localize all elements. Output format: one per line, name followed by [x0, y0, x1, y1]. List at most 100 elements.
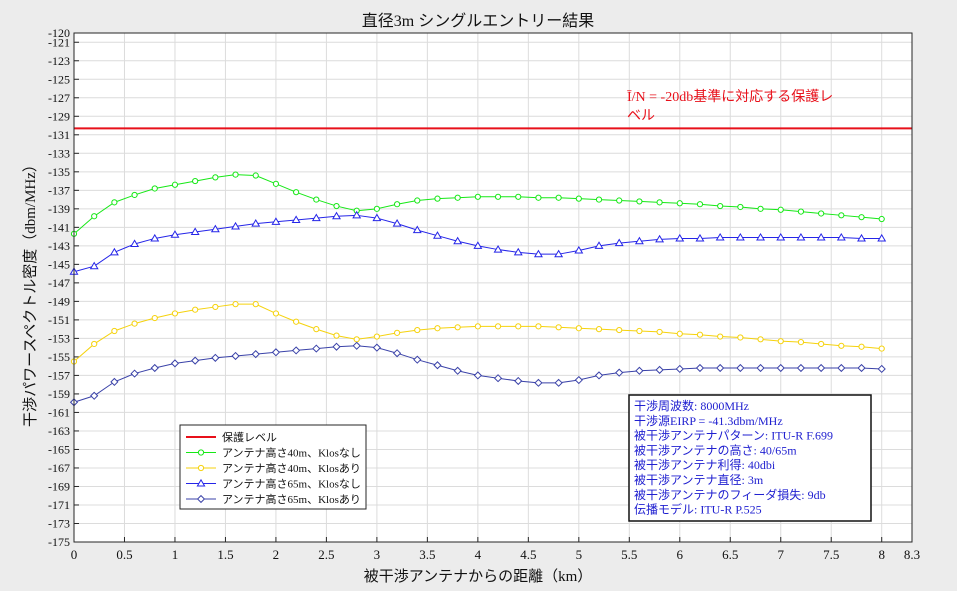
info-box-line: 干渉周波数: 8000MHz — [634, 398, 749, 413]
y-tick-label: -135 — [48, 165, 70, 179]
x-tick-label: 2 — [273, 547, 280, 562]
y-tick-label: -127 — [48, 91, 70, 105]
data-point — [192, 177, 199, 185]
data-point — [594, 241, 604, 249]
data-point — [655, 365, 664, 374]
data-point — [575, 195, 582, 202]
data-point — [392, 349, 402, 358]
series-4 — [69, 341, 886, 407]
data-point — [515, 323, 522, 330]
data-point — [333, 202, 340, 210]
legend-item: アンテナ高さ40m、Klosなし — [186, 446, 361, 460]
data-point — [635, 366, 644, 375]
info-box-line: 被干渉アンテナパターン: ITU-R F.699 — [634, 428, 833, 443]
data-point — [575, 325, 582, 332]
data-point — [413, 355, 422, 364]
data-point — [837, 363, 846, 373]
legend-box — [179, 424, 367, 510]
y-tick-label: -139 — [48, 202, 70, 216]
data-point — [332, 342, 341, 351]
data-point — [555, 194, 562, 201]
data-point — [373, 333, 380, 340]
data-point — [656, 199, 663, 206]
data-point — [191, 356, 200, 365]
data-point — [252, 172, 259, 179]
legend-item: アンテナ高さ65m、Klosあり — [186, 492, 361, 506]
data-point — [232, 301, 239, 308]
info-box-line: 被干渉アンテナ利得: 40dbi — [634, 457, 776, 472]
data-point — [110, 377, 119, 387]
data-point — [131, 320, 138, 327]
data-point — [715, 232, 725, 241]
legend-marker — [196, 494, 206, 504]
data-point — [878, 215, 885, 223]
data-point — [212, 303, 219, 311]
data-point — [192, 306, 199, 313]
data-point — [352, 341, 361, 350]
data-point — [796, 232, 806, 241]
data-point — [231, 221, 241, 230]
series-1 — [70, 171, 885, 237]
x-tick-label: 0 — [71, 547, 78, 562]
data-point — [756, 363, 765, 373]
data-point — [616, 326, 623, 334]
info-box-line: 被干渉アンテナのフィーダ損失: 9db — [634, 487, 826, 502]
x-tick-label: 2.5 — [318, 547, 334, 562]
data-point — [574, 245, 584, 254]
data-point — [535, 194, 542, 201]
data-point — [150, 233, 160, 242]
data-point — [474, 323, 481, 330]
y-tick-labels: -120-121 -123 -125 -127 -129 -131 -133 -135 -137… — [48, 26, 70, 549]
data-point — [89, 261, 99, 270]
y-tick-label: -149 — [48, 294, 70, 308]
annotation-line: Ī/N = -20db基準に対応する保護レ — [627, 88, 833, 105]
data-point — [454, 324, 461, 331]
legend-label: アンテナ高さ65m、Klosあり — [222, 492, 361, 506]
data-point — [818, 210, 825, 217]
data-point — [614, 238, 624, 247]
data-point — [393, 201, 401, 208]
x-tick-label: 1.5 — [217, 547, 233, 562]
data-point — [737, 334, 744, 341]
data-point — [796, 363, 806, 373]
data-point — [636, 198, 643, 205]
legend: 保護レベルアンテナ高さ40m、Klosなしアンテナ高さ40m、Klosありアンテ… — [179, 424, 367, 510]
data-point — [533, 249, 543, 258]
data-point — [131, 191, 138, 199]
data-point — [90, 391, 99, 400]
data-point — [514, 376, 523, 386]
y-tick-label: -163 — [48, 424, 70, 438]
data-point — [676, 330, 683, 337]
legend-item: 保護レベル — [186, 430, 277, 444]
y-tick-label: -155 — [48, 350, 70, 364]
data-point — [433, 361, 442, 370]
x-tick-label: 3 — [374, 547, 381, 562]
data-point — [474, 193, 481, 200]
data-point — [372, 213, 382, 222]
legend-marker — [197, 464, 205, 472]
data-point — [776, 232, 786, 241]
data-point — [210, 224, 220, 233]
data-point — [311, 213, 321, 222]
data-point — [656, 328, 663, 336]
data-point — [554, 249, 564, 258]
data-point — [292, 346, 301, 355]
data-point — [392, 219, 402, 227]
x-tick-label: 5.5 — [621, 547, 637, 562]
y-tick-label: -171 — [48, 498, 70, 512]
data-point — [675, 364, 684, 374]
data-point — [251, 350, 260, 359]
y-tick-label: -157 — [48, 368, 70, 382]
data-point — [777, 338, 784, 345]
data-point — [473, 241, 483, 249]
legend-label: アンテナ高さ40m、Klosあり — [222, 461, 361, 475]
data-point — [151, 185, 158, 192]
data-point — [817, 363, 826, 373]
data-point — [232, 171, 239, 178]
data-point — [453, 236, 463, 245]
data-point — [574, 375, 583, 385]
data-point — [595, 326, 603, 333]
